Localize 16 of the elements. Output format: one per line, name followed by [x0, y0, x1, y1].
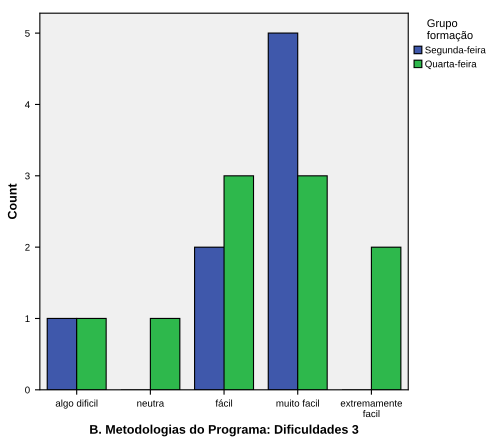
- y-tick-label: 4: [24, 101, 30, 108]
- x-tick-label: neutra: [137, 400, 164, 407]
- legend-title: Grupo formação: [426, 19, 473, 42]
- y-tick-label: 2: [25, 244, 30, 251]
- x-tick-label: extremamente facil: [340, 400, 402, 418]
- x-tick-label: fácil: [216, 399, 232, 407]
- x-tick-label: muito facil: [276, 400, 319, 407]
- legend-label: Quarta-feira: [425, 60, 477, 70]
- x-axis-title: B. Metodologias do Programa: Dificuldades 3: [90, 424, 358, 436]
- y-tick-label: 3: [25, 172, 30, 180]
- y-axis-title: Count: [8, 184, 17, 220]
- y-tick-label: 1: [25, 315, 30, 322]
- x-tick-label: algo dificil: [56, 400, 98, 409]
- y-tick-label: 0: [25, 386, 30, 394]
- legend-label: Segunda-feira: [425, 46, 486, 56]
- y-tick-label: 5: [25, 30, 30, 37]
